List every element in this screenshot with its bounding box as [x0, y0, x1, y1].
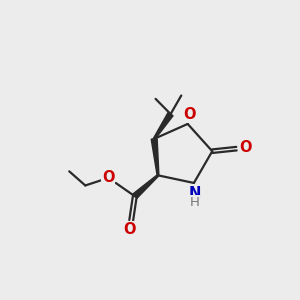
Text: O: O	[239, 140, 252, 155]
Text: N: N	[188, 186, 201, 201]
Text: O: O	[183, 107, 196, 122]
Text: O: O	[102, 170, 115, 185]
Polygon shape	[133, 175, 159, 198]
Polygon shape	[153, 112, 173, 139]
Polygon shape	[151, 139, 159, 175]
Text: O: O	[124, 222, 136, 237]
Text: H: H	[190, 196, 200, 209]
